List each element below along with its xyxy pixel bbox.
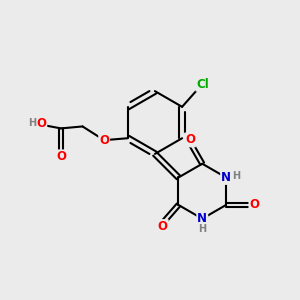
Text: O: O [250, 199, 260, 212]
Text: H: H [232, 170, 240, 181]
Text: H: H [28, 118, 37, 128]
Text: O: O [99, 134, 109, 147]
Text: N: N [221, 171, 231, 184]
Text: N: N [197, 212, 207, 225]
Text: O: O [158, 220, 168, 233]
Text: Cl: Cl [196, 78, 209, 91]
Text: O: O [56, 150, 66, 164]
Text: O: O [36, 117, 46, 130]
Text: H: H [198, 224, 206, 233]
Text: O: O [185, 134, 195, 146]
